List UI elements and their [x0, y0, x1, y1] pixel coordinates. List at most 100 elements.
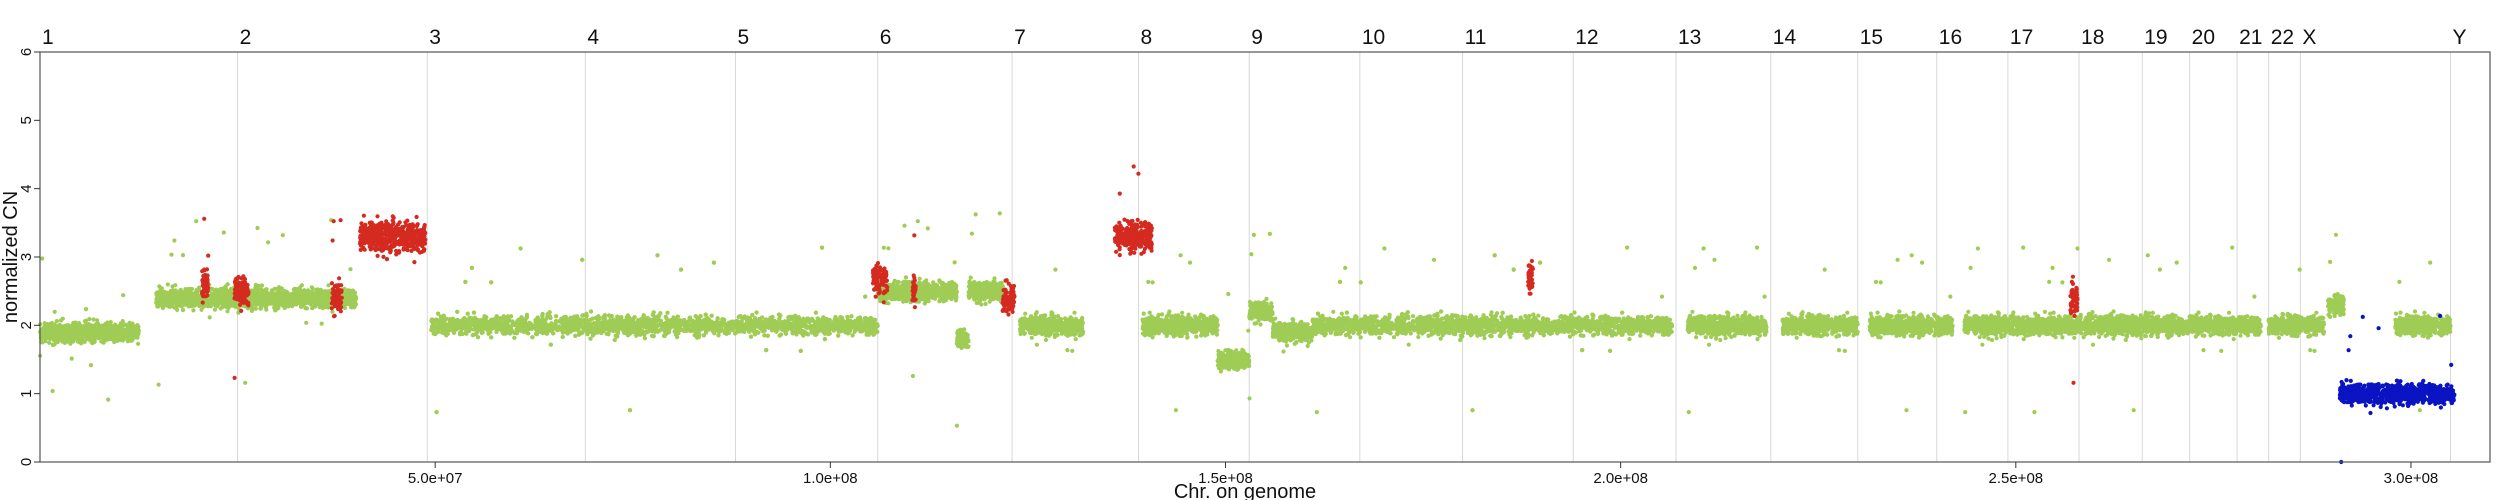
data-point-neutral	[627, 408, 633, 413]
data-point-neutral	[284, 289, 289, 294]
data-point-neutral	[243, 380, 248, 385]
data-point-neutral	[256, 286, 261, 291]
data-point-neutral	[303, 290, 309, 295]
data-point-neutral	[313, 294, 318, 299]
data-point-neutral	[118, 323, 123, 328]
data-point-neutral	[471, 310, 477, 315]
data-point-neutral	[663, 314, 668, 319]
data-point-neutral	[288, 294, 293, 299]
data-point-neutral	[175, 307, 180, 312]
data-point-neutral	[43, 324, 49, 330]
data-point-neutral	[322, 305, 327, 310]
data-point-neutral	[85, 323, 90, 328]
data-point-neutral	[259, 293, 264, 298]
data-point-neutral	[130, 337, 135, 342]
data-point-neutral	[863, 294, 868, 299]
data-point-neutral	[72, 331, 77, 336]
data-point-neutral	[709, 313, 714, 318]
data-point-neutral	[155, 304, 160, 309]
data-point-neutral	[105, 323, 110, 328]
data-point-neutral	[212, 307, 218, 312]
data-point-neutral	[254, 300, 259, 305]
data-point-neutral	[52, 309, 57, 314]
data-point-neutral	[66, 333, 71, 339]
data-point-neutral	[274, 291, 279, 296]
data-point-neutral	[47, 340, 52, 345]
data-point-neutral	[434, 410, 439, 415]
data-point-neutral	[168, 294, 173, 300]
data-point-neutral	[170, 290, 175, 295]
data-point-neutral	[53, 324, 59, 329]
data-point-neutral	[117, 338, 123, 343]
data-point-neutral	[350, 301, 355, 306]
data-point-neutral	[194, 219, 199, 224]
data-points	[38, 164, 2457, 465]
data-point-neutral	[304, 306, 309, 311]
data-point-neutral	[86, 335, 92, 340]
data-point-neutral	[330, 309, 335, 314]
data-point-neutral	[49, 326, 54, 331]
data-point-neutral	[42, 321, 47, 326]
data-point-neutral	[83, 332, 88, 337]
data-point-neutral	[91, 317, 96, 322]
data-point-neutral	[215, 292, 220, 297]
data-point-neutral	[573, 333, 578, 338]
data-point-neutral	[222, 296, 227, 301]
data-point-neutral	[98, 334, 103, 339]
data-point-neutral	[92, 334, 97, 340]
data-point-neutral	[73, 325, 79, 330]
data-point-neutral	[489, 280, 494, 285]
data-point-neutral	[760, 315, 765, 320]
data-point-neutral	[282, 297, 287, 302]
data-point-neutral	[136, 341, 141, 346]
data-point-neutral	[251, 294, 256, 299]
chromosome-boundary-lines	[237, 52, 2451, 462]
data-point-neutral	[156, 382, 161, 387]
data-point-neutral	[310, 305, 315, 310]
data-point-neutral	[121, 293, 126, 298]
data-point-neutral	[167, 303, 172, 308]
data-point-neutral	[322, 290, 327, 295]
data-point-neutral	[95, 321, 100, 326]
data-point-neutral	[225, 309, 230, 314]
data-point-neutral	[269, 288, 275, 293]
data-point-neutral	[849, 314, 854, 319]
data-point-neutral	[172, 238, 177, 243]
data-point-neutral	[60, 316, 65, 321]
data-point-neutral	[286, 304, 291, 309]
data-point-neutral	[296, 298, 302, 303]
data-point-neutral	[270, 294, 276, 300]
data-point-neutral	[258, 306, 263, 311]
data-point-neutral	[253, 306, 258, 311]
data-point-neutral	[68, 341, 73, 346]
data-point-neutral	[255, 225, 260, 231]
data-point-neutral	[665, 310, 670, 315]
data-point-neutral	[463, 279, 468, 284]
data-point-neutral	[95, 318, 100, 323]
data-point-neutral	[264, 287, 269, 292]
data-point-neutral	[173, 299, 178, 305]
data-point-neutral	[267, 292, 272, 297]
data-point-neutral	[113, 331, 118, 336]
data-point-neutral	[108, 328, 113, 333]
data-point-neutral	[642, 336, 648, 341]
data-point-neutral	[87, 317, 92, 322]
data-point-neutral	[178, 299, 183, 304]
data-point-neutral	[180, 294, 185, 299]
data-point-neutral	[554, 314, 559, 319]
data-point-neutral	[106, 397, 111, 402]
data-point-neutral	[112, 339, 117, 345]
data-point-neutral	[295, 288, 301, 293]
data-point-neutral	[224, 303, 229, 308]
data-point-neutral	[191, 308, 196, 313]
data-point-neutral	[180, 308, 186, 313]
data-point-neutral	[276, 297, 281, 302]
data-point-neutral	[317, 290, 322, 295]
data-point-neutral	[127, 329, 132, 334]
data-point-neutral	[102, 328, 107, 333]
data-point-neutral	[189, 290, 194, 295]
data-point-neutral	[75, 334, 80, 340]
data-point-neutral	[226, 299, 231, 304]
data-point-neutral	[221, 230, 226, 235]
data-point-neutral	[68, 327, 73, 333]
